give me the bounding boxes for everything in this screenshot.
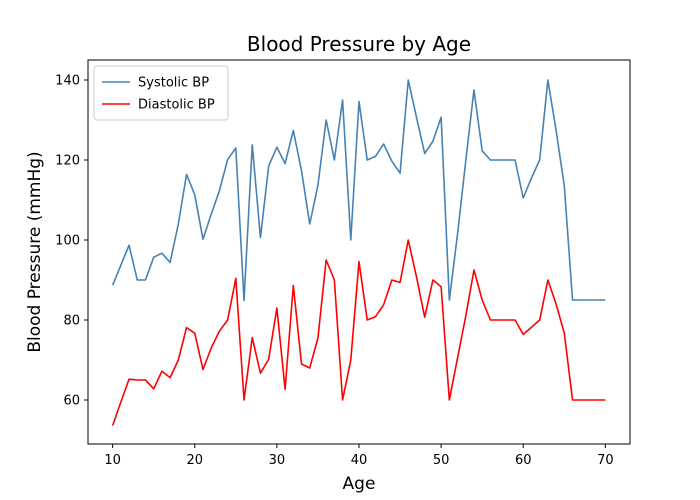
chart-title: Blood Pressure by Age <box>247 32 471 56</box>
legend-label: Systolic BP <box>138 76 209 91</box>
legend: Systolic BP Diastolic BP <box>93 65 229 121</box>
series-line-2 <box>111 239 606 426</box>
x-tick-label: 70 <box>597 453 614 468</box>
x-axis: 10 20 30 40 50 60 70 <box>104 444 614 468</box>
y-tick-label: 80 <box>63 314 80 329</box>
y-tick-label: 100 <box>55 234 80 249</box>
x-tick-label: 20 <box>186 453 203 468</box>
series-layer <box>111 79 606 426</box>
y-axis: 60 80 100 120 140 <box>55 74 88 409</box>
series-line-1 <box>111 79 606 302</box>
legend-box <box>93 65 229 121</box>
x-tick-label: 10 <box>104 453 121 468</box>
x-axis-title: Age <box>343 474 376 494</box>
x-tick-label: 60 <box>515 453 532 468</box>
x-tick-label: 50 <box>433 453 450 468</box>
x-tick-label: 40 <box>351 453 368 468</box>
legend-label: Diastolic BP <box>138 98 215 113</box>
y-tick-label: 60 <box>63 394 80 409</box>
y-axis-title: Blood Pressure (mmHg) <box>25 151 45 352</box>
x-tick-label: 30 <box>269 453 286 468</box>
y-tick-label: 140 <box>55 74 80 89</box>
y-tick-label: 120 <box>55 154 80 169</box>
